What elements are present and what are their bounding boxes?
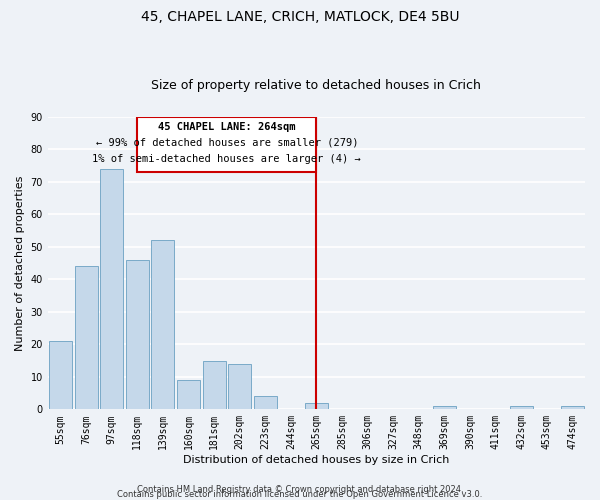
Text: Contains HM Land Registry data © Crown copyright and database right 2024.: Contains HM Land Registry data © Crown c… — [137, 484, 463, 494]
Text: ← 99% of detached houses are smaller (279): ← 99% of detached houses are smaller (27… — [95, 138, 358, 148]
Bar — [305, 403, 328, 409]
Bar — [126, 260, 149, 410]
Text: Contains public sector information licensed under the Open Government Licence v3: Contains public sector information licen… — [118, 490, 482, 499]
Bar — [228, 364, 251, 410]
Y-axis label: Number of detached properties: Number of detached properties — [15, 176, 25, 350]
X-axis label: Distribution of detached houses by size in Crich: Distribution of detached houses by size … — [183, 455, 449, 465]
Bar — [177, 380, 200, 410]
Bar — [254, 396, 277, 409]
Bar — [509, 406, 533, 409]
Bar — [203, 360, 226, 410]
Text: 45 CHAPEL LANE: 264sqm: 45 CHAPEL LANE: 264sqm — [158, 122, 296, 132]
Bar — [151, 240, 175, 410]
FancyBboxPatch shape — [137, 117, 316, 172]
Bar — [560, 406, 584, 409]
Title: Size of property relative to detached houses in Crich: Size of property relative to detached ho… — [151, 79, 481, 92]
Bar — [433, 406, 456, 409]
Bar — [49, 341, 72, 409]
Bar — [74, 266, 98, 410]
Text: 45, CHAPEL LANE, CRICH, MATLOCK, DE4 5BU: 45, CHAPEL LANE, CRICH, MATLOCK, DE4 5BU — [141, 10, 459, 24]
Bar — [100, 169, 123, 410]
Text: 1% of semi-detached houses are larger (4) →: 1% of semi-detached houses are larger (4… — [92, 154, 361, 164]
